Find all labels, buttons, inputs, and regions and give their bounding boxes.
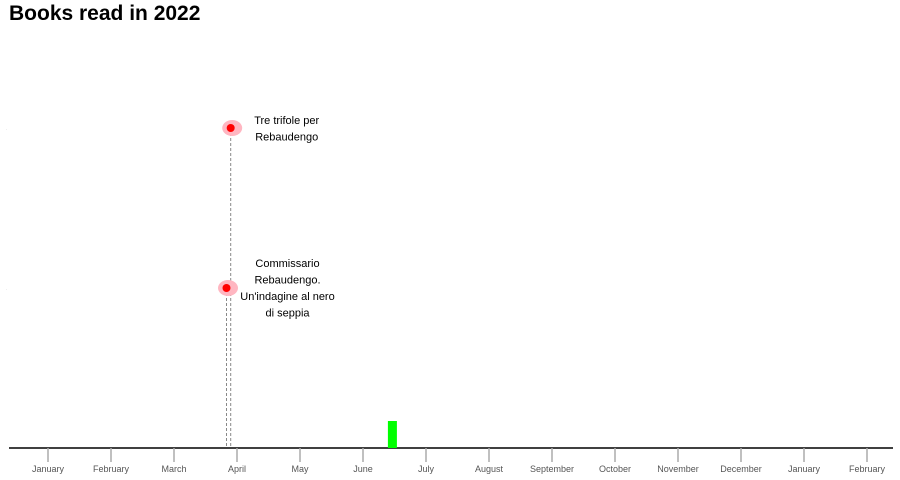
book-title-line: Tre trifole per: [254, 115, 319, 127]
chart-title: Books read in 2022: [9, 2, 201, 25]
x-tick-label: October: [599, 464, 631, 474]
x-axis-ticks: January February March April May June July Augu…: [32, 448, 886, 474]
marker-bar-group: [387, 421, 397, 448]
book-point: [222, 284, 231, 292]
book-title-line: Un'indagine al nero: [240, 291, 334, 303]
x-tick-label: February: [849, 464, 886, 474]
book-title-line: Commissario: [255, 258, 319, 270]
x-tick-label: August: [475, 464, 504, 474]
book-title-line: Rebaudengo: [255, 132, 318, 144]
row-tick: .: [6, 126, 7, 131]
x-tick-label: November: [657, 464, 699, 474]
x-tick-label: June: [353, 464, 373, 474]
x-tick-label: July: [418, 464, 435, 474]
book-title-line: Rebaudengo.: [254, 275, 320, 287]
book-title-label: Tre trifole per Rebaudengo: [254, 115, 319, 144]
marker-bar: [387, 421, 397, 448]
x-tick-label: March: [161, 464, 186, 474]
x-tick-label: February: [93, 464, 130, 474]
x-tick-label: December: [720, 464, 762, 474]
book-title-line: di seppia: [265, 308, 310, 320]
x-tick-label: September: [530, 464, 574, 474]
book-title-label: Commissario Rebaudengo. Un'indagine al ner…: [240, 258, 334, 320]
x-tick-label: April: [228, 464, 246, 474]
x-tick-label: May: [291, 464, 309, 474]
book-points: . Tre trifole per Rebaudengo. Commissario Re…: [6, 115, 335, 320]
x-tick-label: January: [32, 464, 65, 474]
book-point: [226, 124, 235, 132]
row-tick: .: [6, 286, 7, 291]
x-tick-label: January: [788, 464, 821, 474]
